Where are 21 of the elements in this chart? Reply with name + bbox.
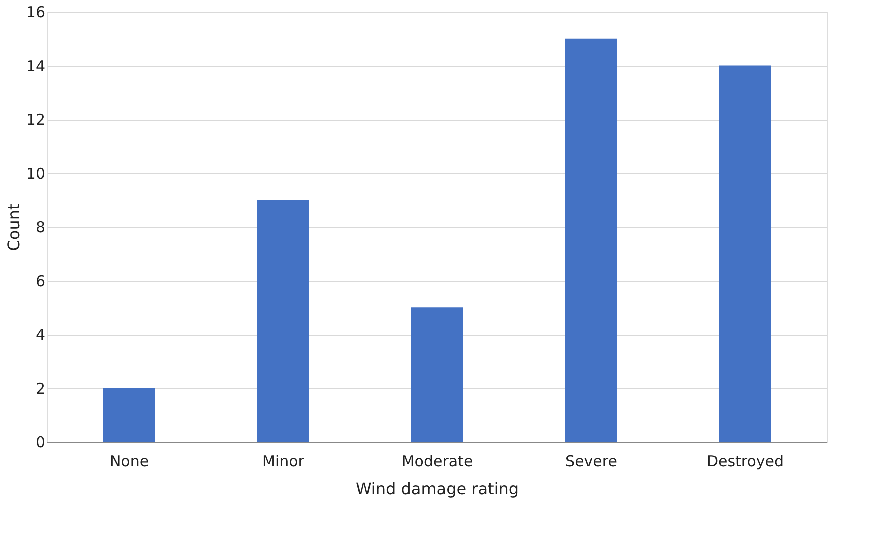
y-tick-label: 0	[36, 434, 46, 452]
y-tick-label: 16	[26, 4, 46, 22]
bar	[103, 388, 155, 442]
y-tick-label: 8	[36, 218, 46, 236]
y-tick-label: 14	[26, 57, 46, 76]
y-tick-label: 6	[36, 272, 46, 290]
y-axis-title: Count	[4, 204, 24, 252]
bar	[411, 308, 463, 442]
y-tick-label: 4	[36, 326, 46, 344]
x-tick-label: Destroyed	[706, 452, 784, 470]
bar	[719, 66, 771, 442]
x-tick-label: Moderate	[402, 452, 474, 470]
y-tick-label: 10	[26, 164, 46, 183]
bar	[565, 38, 617, 442]
x-tick-label: Severe	[566, 452, 618, 470]
y-tick-label: 12	[26, 111, 46, 129]
x-tick-label: None	[110, 452, 150, 470]
x-tick-label: Minor	[262, 452, 306, 470]
y-tick-label: 2	[36, 380, 46, 398]
x-axis-title: Wind damage rating	[356, 480, 520, 498]
bar	[257, 200, 309, 442]
